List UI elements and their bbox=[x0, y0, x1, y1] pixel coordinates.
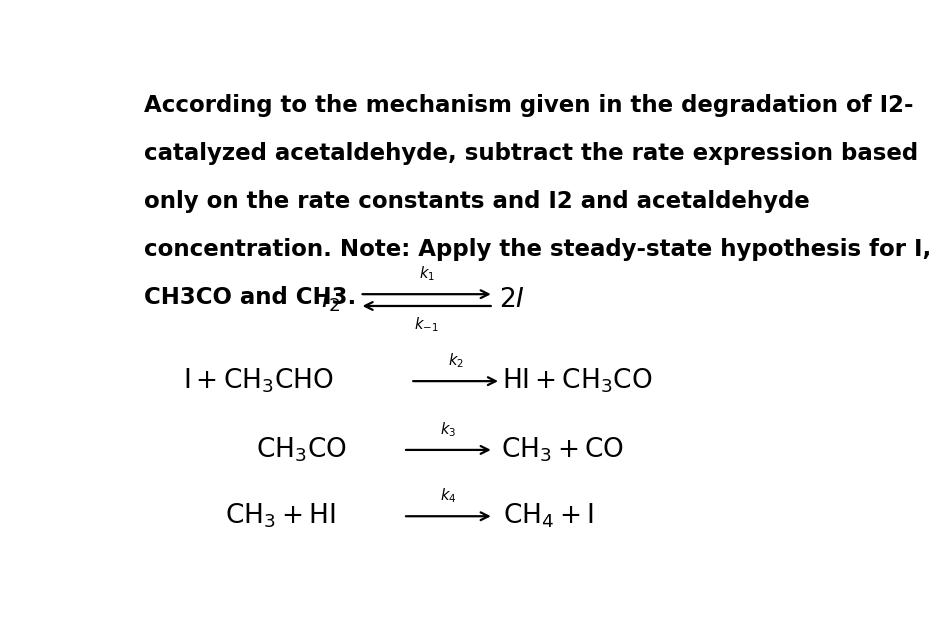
Text: catalyzed acetaldehyde, subtract the rate expression based: catalyzed acetaldehyde, subtract the rat… bbox=[144, 142, 918, 165]
Text: $\mathrm{I+CH_3CHO}$: $\mathrm{I+CH_3CHO}$ bbox=[183, 367, 334, 396]
Text: $\mathrm{CH_4+I}$: $\mathrm{CH_4+I}$ bbox=[503, 502, 594, 530]
Text: $k_3$: $k_3$ bbox=[440, 420, 456, 439]
Text: $\mathrm{CH_3+HI}$: $\mathrm{CH_3+HI}$ bbox=[224, 502, 335, 530]
Text: $k_{-1}$: $k_{-1}$ bbox=[414, 315, 439, 334]
Text: only on the rate constants and I2 and acetaldehyde: only on the rate constants and I2 and ac… bbox=[144, 190, 810, 213]
Text: $\mathrm{HI+CH_3CO}$: $\mathrm{HI+CH_3CO}$ bbox=[502, 367, 653, 396]
Text: $\mathit{I}_2$: $\mathit{I}_2$ bbox=[321, 286, 340, 315]
Text: According to the mechanism given in the degradation of I2-: According to the mechanism given in the … bbox=[144, 94, 913, 117]
Text: $\mathrm{CH_3+CO}$: $\mathrm{CH_3+CO}$ bbox=[501, 436, 624, 464]
Text: $k_4$: $k_4$ bbox=[440, 487, 456, 505]
Text: concentration. Note: Apply the steady-state hypothesis for I,: concentration. Note: Apply the steady-st… bbox=[144, 238, 931, 261]
Text: $k_2$: $k_2$ bbox=[448, 352, 464, 370]
Text: $2\mathit{I}$: $2\mathit{I}$ bbox=[499, 287, 525, 313]
Text: $k_1$: $k_1$ bbox=[419, 265, 435, 283]
Text: $\mathrm{CH_3CO}$: $\mathrm{CH_3CO}$ bbox=[256, 436, 347, 464]
Text: CH3CO and CH3.: CH3CO and CH3. bbox=[144, 286, 356, 309]
